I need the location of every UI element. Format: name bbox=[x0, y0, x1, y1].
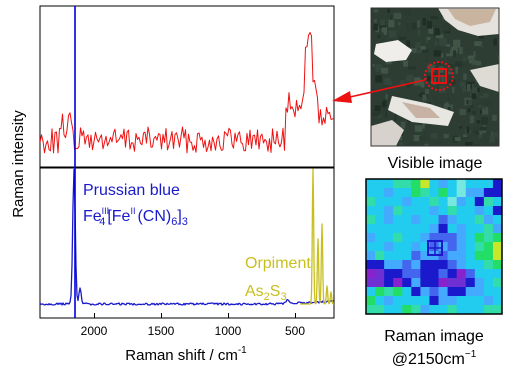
x-tick-label-500: 500 bbox=[285, 324, 305, 338]
lower-spectrum-line bbox=[40, 168, 334, 306]
x-tick-label-1500: 1500 bbox=[148, 324, 175, 338]
prussian-blue-formula: FeIII 4 [FeII (CN)6]3 bbox=[83, 206, 188, 228]
x-axis-ticks bbox=[94, 313, 296, 318]
arrow-to-spectrum bbox=[332, 79, 426, 103]
lower-spectrum-panel bbox=[39, 167, 335, 319]
y-axis-label: Raman intensity bbox=[10, 110, 27, 218]
visible-image-caption: Visible image bbox=[388, 155, 483, 172]
x-tick-label-2000: 2000 bbox=[81, 324, 108, 338]
visible-image bbox=[371, 8, 499, 146]
upper-spectrum-line bbox=[40, 32, 334, 154]
raman-image bbox=[366, 179, 503, 315]
prussian-blue-label: Prussian blue bbox=[83, 182, 180, 199]
orpiment-label: Orpiment bbox=[245, 255, 311, 272]
x-tick-label-1000: 1000 bbox=[215, 324, 242, 338]
visible-image-border bbox=[370, 7, 500, 147]
raman-image-caption-line2: @2150cm−1 bbox=[392, 349, 477, 368]
raman-image-border bbox=[365, 178, 503, 315]
sample-point-marker bbox=[424, 61, 454, 91]
x-axis-label: Raman shift / cm-1 bbox=[125, 345, 247, 364]
orpiment-peaks-line bbox=[299, 168, 334, 305]
orpiment-formula: As2S3 bbox=[245, 283, 287, 303]
raman-sample-marker bbox=[427, 240, 443, 256]
raman-image-caption-line1: Raman image bbox=[384, 328, 484, 345]
upper-spectrum-panel bbox=[39, 5, 335, 168]
